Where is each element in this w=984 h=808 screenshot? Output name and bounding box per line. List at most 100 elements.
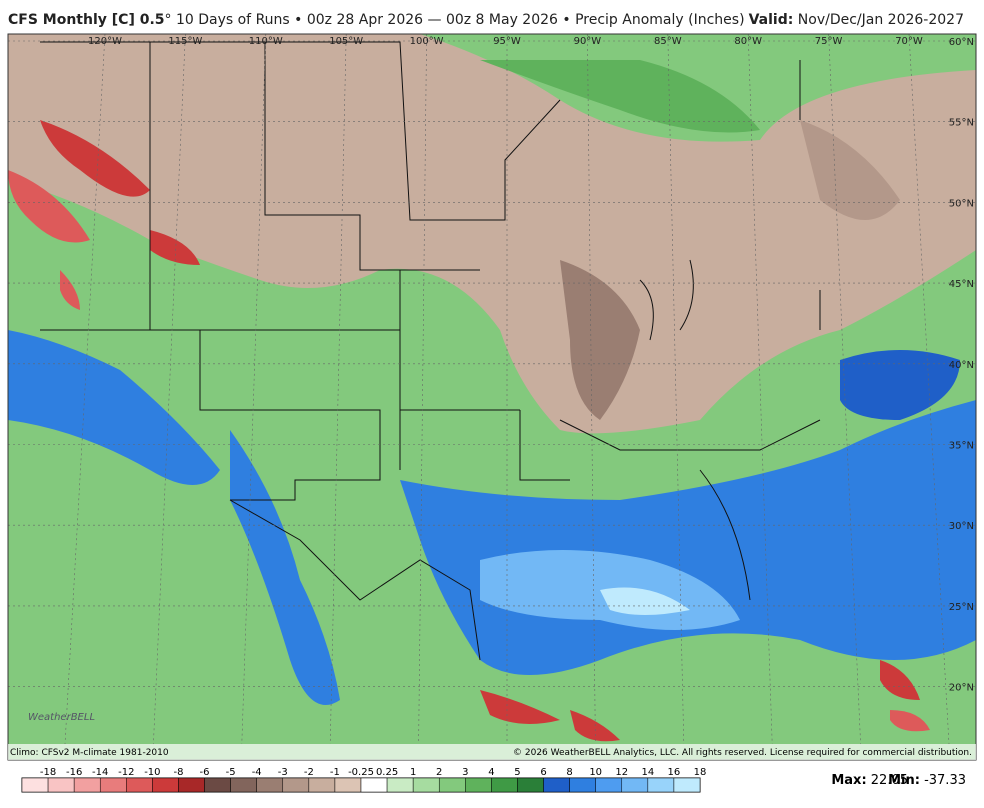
lat-label: 20°N xyxy=(949,683,974,694)
title-rest: ° 10 Days of Runs • 00z 28 Apr 2026 — 00… xyxy=(164,12,745,28)
colorbar-label: -18 xyxy=(40,767,56,778)
colorbar-label: -12 xyxy=(118,767,134,778)
valid-label: Valid: xyxy=(748,12,794,28)
lon-label: 80°W xyxy=(734,36,762,47)
min: Min: -37.33 xyxy=(888,773,966,788)
title-bold: CFS Monthly [C] 0.5 xyxy=(8,12,165,28)
colorbar-swatch xyxy=(360,777,388,793)
colorbar-label: 6 xyxy=(540,767,546,778)
lon-label: 95°W xyxy=(493,36,521,47)
colorbar-label: -4 xyxy=(252,767,262,778)
anomaly-field xyxy=(8,34,976,760)
colorbar-swatch xyxy=(204,777,231,793)
colorbar-label: -3 xyxy=(278,767,288,778)
colorbar-swatch xyxy=(386,777,414,793)
min-value: -37.33 xyxy=(924,773,966,788)
footer-band xyxy=(8,744,976,760)
colorbar-swatch xyxy=(647,777,675,793)
colorbar-label: 5 xyxy=(514,767,520,778)
colorbar-swatch xyxy=(673,777,701,793)
max-label: Max: xyxy=(831,773,866,788)
title: CFS Monthly [C] 0.5° 10 Days of Runs • 0… xyxy=(8,12,745,28)
max-value: 22.05 xyxy=(871,773,908,788)
colorbar-swatch xyxy=(491,777,518,793)
colorbar-label: 14 xyxy=(641,767,654,778)
lat-label: 45°N xyxy=(949,279,974,290)
colorbar-swatch xyxy=(99,777,127,793)
colorbar-swatch xyxy=(47,777,75,793)
lon-label: 115°W xyxy=(168,36,202,47)
logo: WeatherBELL xyxy=(28,712,95,723)
colorbar-label: 2 xyxy=(436,767,442,778)
lat-label: 35°N xyxy=(949,441,974,452)
colorbar-swatch xyxy=(412,777,440,793)
lon-label: 100°W xyxy=(410,36,444,47)
colorbar-swatch xyxy=(438,777,466,793)
lat-label: 60°N xyxy=(949,37,974,48)
lon-label: 75°W xyxy=(815,36,843,47)
colorbar-label: 8 xyxy=(566,767,572,778)
colorbar-label: 12 xyxy=(615,767,628,778)
lat-label: 50°N xyxy=(949,198,974,209)
colorbar-label: -0.25 xyxy=(348,767,374,778)
colorbar-label: 0.25 xyxy=(376,767,398,778)
lat-label: 25°N xyxy=(949,602,974,613)
meridian xyxy=(418,33,427,745)
colorbar-swatch xyxy=(621,777,649,793)
colorbar-label: 10 xyxy=(589,767,602,778)
boundaries xyxy=(40,41,821,661)
lat-label: 40°N xyxy=(949,360,974,371)
copyright: © 2026 WeatherBELL Analytics, LLC. All r… xyxy=(513,748,972,758)
valid-value: Nov/Dec/Jan 2026-2027 xyxy=(797,12,964,28)
meridian xyxy=(587,33,596,745)
meridian xyxy=(64,33,106,745)
max: Max: 22.05 xyxy=(831,773,908,788)
meridian xyxy=(153,33,186,745)
climo: Climo: CFSv2 M-climate 1981-2010 xyxy=(10,748,169,758)
colorbar-label: -16 xyxy=(66,767,82,778)
colorbar-swatch xyxy=(543,777,570,793)
colorbar-swatch xyxy=(308,777,336,793)
colorbar-swatch xyxy=(126,777,153,793)
lon-label: 85°W xyxy=(654,36,682,47)
lon-label: 105°W xyxy=(329,36,363,47)
colorbar-swatch xyxy=(21,777,49,793)
colorbar-swatch xyxy=(230,777,257,793)
colorbar-label: 3 xyxy=(462,767,468,778)
colorbar-swatch xyxy=(334,777,362,793)
colorbar-swatch xyxy=(465,777,492,793)
colorbar-label: -10 xyxy=(144,767,160,778)
colorbar-label: -6 xyxy=(200,767,210,778)
meridian xyxy=(667,33,685,745)
meridian xyxy=(747,33,773,745)
lat-label: 55°N xyxy=(949,118,974,129)
lon-label: 110°W xyxy=(249,36,283,47)
lat-label: 30°N xyxy=(949,521,974,532)
min-label: Min: xyxy=(888,773,920,788)
colorbar-label: -2 xyxy=(304,767,314,778)
meridian xyxy=(329,33,347,745)
lon-label: 90°W xyxy=(574,36,602,47)
colorbar-swatch xyxy=(73,777,101,793)
colorbar-swatch xyxy=(595,777,623,793)
lon-label: 120°W xyxy=(88,36,122,47)
colorbar-label: -5 xyxy=(226,767,236,778)
colorbar-swatch xyxy=(256,777,284,793)
graticule xyxy=(8,33,976,745)
colorbar-label: 4 xyxy=(488,767,494,778)
lon-label: 70°W xyxy=(895,36,923,47)
meridian xyxy=(908,33,950,745)
colorbar-swatch xyxy=(282,777,310,793)
colorbar-swatch xyxy=(152,777,179,793)
meridian xyxy=(241,33,267,745)
colorbar-swatch xyxy=(178,777,205,793)
colorbar-swatch xyxy=(569,777,596,793)
colorbar-label: -8 xyxy=(173,767,183,778)
valid: Valid: Nov/Dec/Jan 2026-2027 xyxy=(749,12,964,28)
colorbar-label: 16 xyxy=(668,767,681,778)
colorbar-label: 1 xyxy=(410,767,416,778)
colorbar-label: 18 xyxy=(694,767,707,778)
colorbar-label: -14 xyxy=(92,767,108,778)
